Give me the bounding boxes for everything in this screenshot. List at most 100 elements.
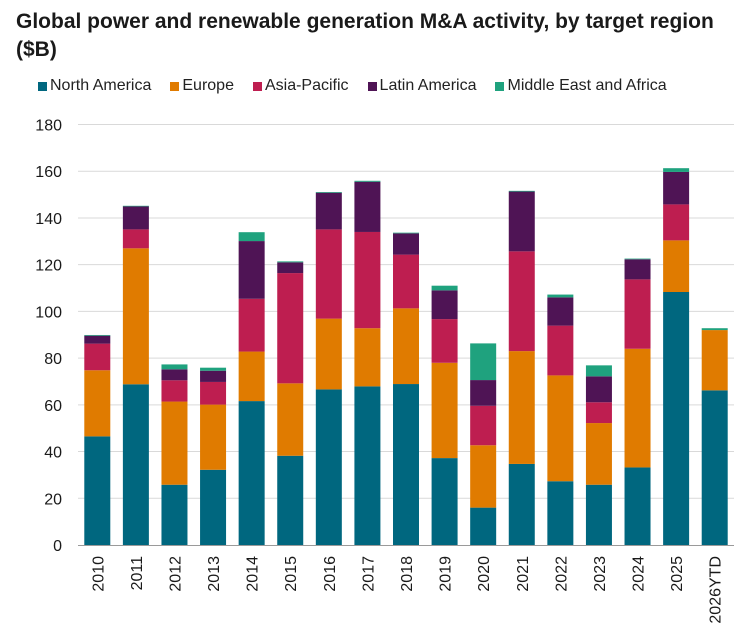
x-tick-label: 2017 — [360, 556, 377, 592]
x-tick-label: 2012 — [167, 556, 184, 592]
bar-segment-europe-2018 — [393, 308, 419, 385]
legend-item-europe: Europe — [170, 77, 234, 95]
bar-segment-north-america-2014 — [238, 401, 265, 545]
bar-segment-middle-east-and-africa-2018 — [393, 232, 419, 234]
bar-segment-latin-america-2017 — [354, 181, 381, 232]
legend: North America Europe Asia-Pacific Latin … — [38, 77, 686, 95]
bar-stack-2025 — [663, 168, 690, 545]
bar-segment-asia-pacific-2019 — [431, 319, 458, 363]
bar-segment-europe-2022 — [547, 375, 574, 482]
bar-segment-europe-2013 — [200, 404, 227, 470]
y-tick-label: 0 — [53, 538, 62, 555]
bar-segment-middle-east-and-africa-2012 — [161, 364, 188, 370]
bar-segment-middle-east-and-africa-2013 — [200, 367, 227, 371]
bar-segment-latin-america-2019 — [431, 290, 458, 320]
bar-segment-north-america-2019 — [431, 458, 458, 545]
bar-stack-2022 — [547, 294, 574, 545]
bar-segment-middle-east-and-africa-2019 — [431, 285, 458, 291]
bar-segment-asia-pacific-2011 — [122, 229, 149, 249]
x-tick-label: 2015 — [283, 556, 300, 592]
bar-segment-latin-america-2020 — [470, 380, 497, 406]
bar-segment-asia-pacific-2016 — [315, 229, 342, 319]
bar-stack-2014 — [238, 232, 265, 545]
legend-item-middle-east-africa: Middle East and Africa — [495, 77, 667, 95]
bar-stack-2013 — [200, 367, 227, 545]
bar-segment-north-america-2013 — [200, 469, 227, 545]
bar-segment-latin-america-2025 — [663, 171, 690, 205]
bar-stack-2010 — [84, 334, 111, 545]
bar-segment-north-america-2017 — [354, 386, 381, 545]
bar-segment-latin-america-2013 — [200, 370, 227, 382]
legend-swatch-europe — [170, 81, 180, 91]
bar-segment-north-america-2026YTD — [701, 390, 728, 545]
bar-stack-2011 — [122, 205, 149, 545]
legend-swatch-middle-east-africa — [495, 81, 505, 91]
bar-segment-asia-pacific-2015 — [277, 273, 304, 384]
bar-segment-middle-east-and-africa-2026YTD — [701, 328, 728, 331]
y-tick-label: 160 — [35, 164, 62, 181]
legend-item-north-america: North America — [38, 77, 151, 95]
x-tick-label: 2010 — [90, 556, 107, 592]
x-tick-label: 2013 — [206, 556, 223, 592]
x-tick-label: 2026YTD — [708, 556, 725, 624]
y-tick-label: 80 — [44, 351, 62, 368]
bar-segment-europe-2019 — [431, 362, 458, 459]
bar-segment-middle-east-and-africa-2020 — [470, 343, 497, 381]
bar-segment-latin-america-2010 — [84, 335, 111, 344]
bar-stack-2019 — [431, 285, 458, 545]
bar-segment-europe-2010 — [84, 370, 111, 437]
bar-segment-north-america-2023 — [585, 484, 612, 545]
bar-segment-middle-east-and-africa-2022 — [547, 294, 574, 298]
y-tick-label: 60 — [44, 398, 62, 415]
bar-segment-europe-2020 — [470, 445, 497, 508]
bar-stack-2021 — [508, 190, 535, 545]
bar-segment-asia-pacific-2021 — [508, 251, 535, 352]
bar-segment-europe-2015 — [277, 383, 304, 456]
bar-segment-asia-pacific-2025 — [663, 204, 690, 241]
bar-segment-europe-2017 — [354, 328, 381, 387]
bar-segment-north-america-2016 — [315, 389, 342, 545]
legend-label-north-america: North America — [50, 77, 152, 94]
bar-segment-asia-pacific-2018 — [393, 254, 419, 309]
bar-segment-asia-pacific-2010 — [84, 343, 111, 371]
y-tick-label: 40 — [44, 445, 62, 462]
x-tick-label: 2020 — [476, 556, 493, 592]
bar-segment-asia-pacific-2020 — [470, 405, 497, 446]
bar-segment-north-america-2022 — [547, 481, 574, 545]
bar-segment-europe-2025 — [663, 240, 690, 292]
bar-segment-asia-pacific-2017 — [354, 231, 381, 329]
y-tick-label: 20 — [44, 491, 62, 508]
legend-item-asia-pacific: Asia-Pacific — [252, 77, 349, 95]
bar-segment-north-america-2012 — [161, 484, 188, 545]
bar-segment-asia-pacific-2014 — [238, 298, 265, 352]
bar-segment-latin-america-2018 — [393, 233, 419, 255]
x-tick-label: 2014 — [245, 556, 262, 592]
legend-item-latin-america: Latin America — [367, 77, 476, 95]
legend-swatch-latin-america — [367, 81, 377, 91]
bar-segment-north-america-2010 — [84, 436, 111, 545]
y-axis-ticks: 0 20 40 60 80 100 120 140 160 180 — [35, 118, 62, 556]
bar-segment-europe-2011 — [122, 248, 149, 385]
bar-segment-north-america-2021 — [508, 463, 535, 545]
x-tick-label: 2016 — [322, 556, 339, 592]
bar-segment-europe-2012 — [161, 401, 188, 485]
bar-stack-2017 — [354, 180, 381, 545]
bar-segment-asia-pacific-2023 — [585, 402, 612, 424]
bar-segment-latin-america-2015 — [277, 262, 304, 274]
x-tick-label: 2018 — [399, 556, 416, 592]
x-tick-label: 2024 — [631, 556, 648, 592]
bar-segment-north-america-2015 — [277, 455, 304, 545]
bar-segment-middle-east-and-africa-2016 — [315, 192, 342, 193]
y-tick-label: 120 — [35, 258, 62, 275]
bar-segment-latin-america-2016 — [315, 192, 342, 230]
bar-segment-middle-east-and-africa-2010 — [84, 334, 111, 336]
legend-swatch-north-america — [38, 81, 47, 91]
x-tick-label: 2021 — [515, 556, 532, 592]
bar-stack-2023 — [585, 365, 612, 545]
bar-segment-middle-east-and-africa-2024 — [624, 258, 651, 260]
bar-segment-europe-2026YTD — [701, 330, 728, 391]
bar-segment-middle-east-and-africa-2017 — [354, 180, 381, 182]
bar-segment-middle-east-and-africa-2023 — [585, 365, 612, 377]
legend-label-asia-pacific: Asia-Pacific — [264, 77, 349, 94]
